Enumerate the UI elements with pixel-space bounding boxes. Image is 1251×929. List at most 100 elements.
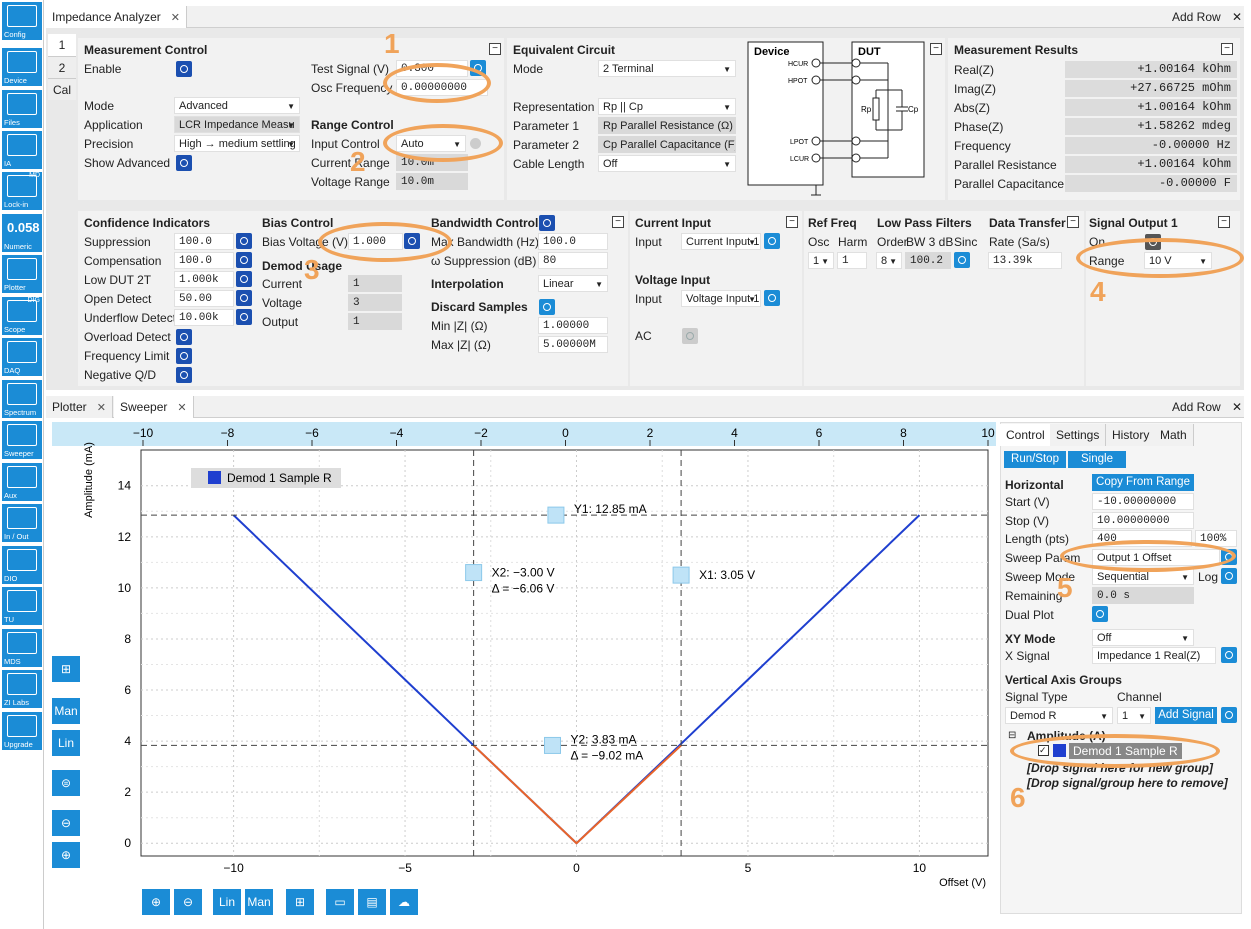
sidebar-item-device[interactable]: Device — [2, 48, 42, 86]
sidebar-item-spectrum[interactable]: Spectrum — [2, 380, 42, 418]
drop-zone-remove[interactable]: [Drop signal/group here to remove] — [1027, 776, 1228, 790]
stop-field[interactable]: 10.00000000 — [1092, 512, 1194, 529]
signal-type-select[interactable]: Demod R — [1005, 707, 1113, 724]
lin-button[interactable]: Lin — [213, 889, 241, 915]
voltage-input-select[interactable]: Voltage Input 1 — [681, 290, 761, 307]
cursor-icon[interactable]: ⊞ — [286, 889, 314, 915]
confidence-toggle[interactable] — [176, 367, 192, 383]
man-button[interactable]: Man — [245, 889, 273, 915]
osc-select[interactable]: 1 — [808, 252, 834, 269]
collapse-icon[interactable]: − — [1067, 216, 1079, 228]
sidebar-item-numeric[interactable]: 0.058 Numeric — [2, 214, 42, 252]
sidebar-item-daq[interactable]: DAQ — [2, 338, 42, 376]
confidence-toggle[interactable] — [176, 329, 192, 345]
tree-icon[interactable] — [1221, 647, 1237, 663]
add-signal-button[interactable]: Add Signal — [1155, 707, 1217, 724]
tab-sweeper[interactable]: Sweeper ✕ — [114, 396, 194, 418]
zoom-out-icon[interactable]: ⊖ — [52, 810, 80, 836]
side-tab-cal[interactable]: Cal — [48, 78, 76, 100]
max-z-field[interactable]: 5.00000M — [538, 336, 608, 353]
confidence-field[interactable]: 10.00k — [174, 309, 234, 326]
sidebar-item-tu[interactable]: TU — [2, 587, 42, 625]
precision-select[interactable]: High → medium settling — [174, 135, 300, 152]
collapse-icon[interactable]: − — [489, 43, 501, 55]
cloud-icon[interactable]: ☁ — [390, 889, 418, 915]
order-select[interactable]: 8 — [876, 252, 902, 269]
copy-from-range-button[interactable]: Copy From Range — [1092, 474, 1194, 491]
discard-samples-toggle[interactable] — [539, 299, 555, 315]
zoom-out-icon[interactable]: ⊖ — [174, 889, 202, 915]
control-tab-history[interactable]: History — [1106, 424, 1157, 446]
collapse-tree-icon[interactable]: ⊟ — [1008, 730, 1017, 741]
rate-field[interactable]: 13.39k — [988, 252, 1062, 269]
bandwidth-toggle[interactable] — [539, 215, 555, 231]
cursor-x2-handle[interactable] — [465, 564, 483, 582]
suppression-field[interactable]: 80 — [538, 252, 608, 269]
close-icon[interactable]: ✕ — [1232, 10, 1243, 24]
ac-toggle[interactable] — [682, 328, 698, 344]
table-icon[interactable]: ▤ — [358, 889, 386, 915]
zoom-in-icon[interactable]: ⊕ — [142, 889, 170, 915]
mode-select[interactable]: Advanced — [174, 97, 300, 114]
tab-plotter[interactable]: Plotter ✕ — [46, 396, 113, 418]
legend-box[interactable] — [191, 468, 341, 488]
enable-toggle[interactable] — [176, 61, 192, 77]
control-tab-control[interactable]: Control — [1000, 424, 1052, 446]
channel-select[interactable]: 1 — [1117, 707, 1151, 724]
sidebar-item-dio[interactable]: DIO — [2, 546, 42, 584]
log-toggle[interactable] — [1221, 568, 1237, 584]
close-icon[interactable]: ✕ — [177, 402, 187, 414]
sidebar-item-ia[interactable]: IA — [2, 131, 42, 169]
add-row-button[interactable]: Add Row — [1172, 400, 1221, 414]
collapse-icon[interactable]: − — [612, 216, 624, 228]
run-stop-button[interactable]: Run/Stop — [1004, 451, 1066, 468]
voltage-input-toggle[interactable] — [764, 290, 780, 306]
confidence-toggle[interactable] — [236, 233, 252, 249]
application-select[interactable]: LCR Impedance Measu — [174, 116, 300, 133]
cursor-icon[interactable]: ⊞ — [52, 656, 80, 682]
zoom-in-icon[interactable]: ⊕ — [52, 842, 80, 868]
close-icon[interactable]: ✕ — [96, 402, 106, 414]
sidebar-item-config[interactable]: Config — [2, 2, 42, 40]
sidebar-item-upgrade[interactable]: Upgrade — [2, 712, 42, 750]
close-icon[interactable]: ✕ — [170, 12, 180, 24]
collapse-icon[interactable]: − — [786, 216, 798, 228]
cursor-y1-handle[interactable] — [547, 506, 565, 524]
chart-type-icon[interactable]: ▭ — [326, 889, 354, 915]
collapse-icon[interactable]: − — [1218, 216, 1230, 228]
zoom-fit-icon[interactable]: ⊜ — [52, 770, 80, 796]
close-icon[interactable]: ✕ — [1232, 400, 1243, 414]
sidebar-item-zi-labs[interactable]: ZI Labs — [2, 670, 42, 708]
sidebar-item-scope[interactable]: DIG Scope — [2, 297, 42, 335]
confidence-toggle[interactable] — [176, 348, 192, 364]
add-row-button[interactable]: Add Row — [1172, 10, 1221, 24]
confidence-field[interactable]: 100.0 — [174, 252, 234, 269]
cable-length-select[interactable]: Off — [598, 155, 736, 172]
current-input-toggle[interactable] — [764, 233, 780, 249]
collapse-icon[interactable]: − — [1221, 43, 1233, 55]
man-button[interactable]: Man — [52, 698, 80, 724]
dual-plot-toggle[interactable] — [1092, 606, 1108, 622]
cursor-x1-handle[interactable] — [672, 566, 690, 584]
lin-button[interactable]: Lin — [52, 730, 80, 756]
confidence-field[interactable]: 1.000k — [174, 271, 234, 288]
sidebar-item-lock-in[interactable]: MD Lock-in — [2, 172, 42, 210]
representation-select[interactable]: Rp || Cp — [598, 98, 736, 115]
side-tab-1[interactable]: 1 — [48, 34, 76, 56]
harm-field[interactable]: 1 — [837, 252, 867, 269]
sidebar-item-sweeper[interactable]: Sweeper — [2, 421, 42, 459]
control-tab-math[interactable]: Math — [1154, 424, 1194, 446]
tab-impedance-analyzer[interactable]: Impedance Analyzer ✕ — [46, 6, 187, 28]
x-signal-field[interactable]: Impedance 1 Real(Z) — [1092, 647, 1216, 664]
confidence-toggle[interactable] — [236, 271, 252, 287]
interpolation-select[interactable]: Linear — [538, 275, 608, 292]
confidence-toggle[interactable] — [236, 290, 252, 306]
min-z-field[interactable]: 1.00000 — [538, 317, 608, 334]
sidebar-item-aux[interactable]: Aux — [2, 463, 42, 501]
confidence-toggle[interactable] — [236, 252, 252, 268]
length-percent-field[interactable]: 100% — [1195, 530, 1237, 547]
sidebar-item-mds[interactable]: MDS — [2, 629, 42, 667]
start-field[interactable]: -10.00000000 — [1092, 493, 1194, 510]
collapse-icon[interactable]: − — [930, 43, 942, 55]
control-tab-settings[interactable]: Settings — [1050, 424, 1107, 446]
